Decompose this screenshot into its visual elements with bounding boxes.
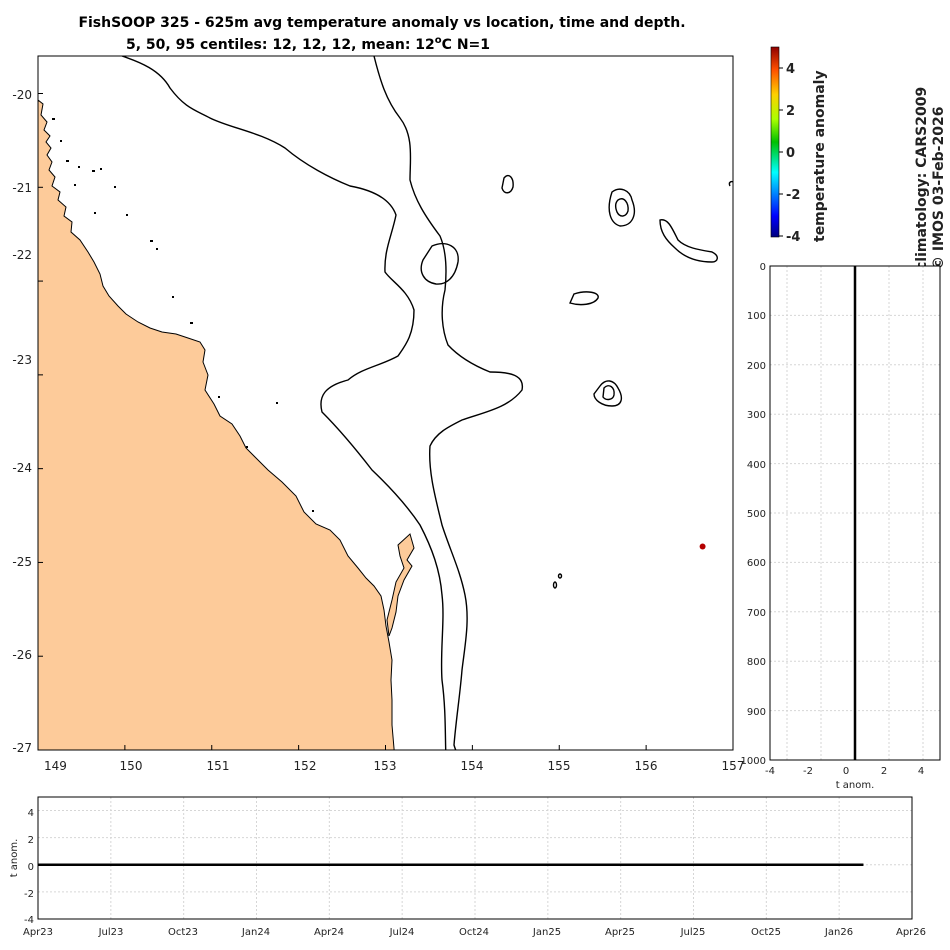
lat-tick: -20 [12, 88, 32, 102]
depth-tick: 600 [747, 558, 766, 569]
ts-x-tick: Jan25 [532, 927, 561, 938]
colorbar: 4 2 0 -2 -4 temperature anomaly [770, 46, 828, 245]
ts-y-tick: 4 [28, 808, 34, 819]
depth-tick: 100 [747, 311, 766, 322]
depth-tick-labels: 0 100 200 300 400 500 600 700 800 900 10… [741, 262, 766, 767]
bathymetry-contours [121, 56, 733, 750]
colorbar-tick: 4 [786, 62, 795, 77]
observation-marker [699, 543, 706, 550]
seamount-4-inner [614, 198, 629, 217]
ts-x-tick: Apr23 [23, 927, 53, 938]
ts-x-tick: Apr26 [896, 927, 926, 938]
depth-tick: 1000 [741, 756, 766, 767]
depth-xlabel: t anom. [836, 780, 875, 791]
seamount-8 [557, 573, 563, 579]
tanom-tick: -4 [765, 766, 775, 777]
colorbar-gradient [770, 46, 780, 238]
ts-x-tick: Apr25 [605, 927, 635, 938]
credit-climatology: climatology: CARS2009 [914, 87, 930, 270]
colorbar-tick: -2 [786, 188, 800, 203]
contour-outer [373, 56, 524, 750]
ts-x-tick: Jul25 [680, 927, 706, 938]
depth-tick: 500 [747, 509, 766, 520]
ts-x-tick: Jan24 [241, 927, 270, 938]
seamount-7 [728, 180, 733, 187]
depth-tick: 0 [760, 262, 766, 273]
seamount-6 [593, 380, 623, 407]
depth-tick: 700 [747, 608, 766, 619]
tanom-tick: -2 [803, 766, 813, 777]
colorbar-label: temperature anomaly [812, 70, 828, 242]
lat-tick: -26 [12, 648, 32, 662]
ts-x-tick: Oct23 [168, 927, 198, 938]
coastal-islands [52, 118, 314, 512]
depth-tick: 800 [747, 657, 766, 668]
seamount-1 [420, 243, 459, 285]
lon-tick-labels: 149 150 151 152 153 154 155 156 157 [44, 759, 744, 773]
seamount-4 [608, 188, 636, 227]
ts-x-tick-labels: Apr23 Jul23 Oct23 Jan24 Apr24 Jul24 Oct2… [23, 927, 926, 938]
seamount-5 [659, 219, 718, 263]
lon-tick: 154 [461, 759, 484, 773]
lon-tick: 153 [374, 759, 397, 773]
ts-x-tick: Jan26 [824, 927, 853, 938]
map-panel: 149 150 151 152 153 154 155 156 157 -20 … [12, 55, 744, 773]
ts-x-tick: Jul24 [389, 927, 415, 938]
time-series-panel: 4 2 0 -2 -4 Apr23 Jul23 Oct23 Jan24 Apr2… [9, 796, 926, 938]
lon-tick: 155 [548, 759, 571, 773]
ts-x-tick: Apr24 [314, 927, 344, 938]
depth-tick: 400 [747, 460, 766, 471]
ts-y-tick: -4 [24, 915, 34, 926]
seamount-9 [552, 581, 558, 589]
lon-tick: 150 [120, 759, 143, 773]
lon-tick: 156 [635, 759, 658, 773]
ts-y-tick-labels: 4 2 0 -2 -4 [24, 808, 34, 926]
lon-tick: 151 [207, 759, 230, 773]
colorbar-tick: 2 [786, 104, 795, 119]
title-line-2: 5, 50, 95 centiles: 12, 12, 12, mean: 12… [126, 35, 490, 53]
seamount-6-inner [602, 385, 615, 401]
title-line-1: FishSOOP 325 - 625m avg temperature anom… [78, 15, 685, 31]
australia-land [38, 99, 395, 750]
ts-y-tick: 0 [28, 862, 34, 873]
depth-profile-panel: 0 100 200 300 400 500 600 700 800 900 10… [741, 262, 941, 791]
lon-tick: 157 [722, 759, 745, 773]
colorbar-tick: 0 [786, 146, 795, 161]
lat-tick: -24 [12, 461, 32, 475]
ts-x-tick: Oct24 [459, 927, 489, 938]
map-axis-ticks [37, 93, 734, 751]
tanom-tick: 4 [918, 766, 924, 777]
ts-ylabel: t anom. [9, 839, 20, 878]
ts-y-tick: 2 [28, 835, 34, 846]
tanom-tick: 2 [881, 766, 887, 777]
lat-tick: -27 [12, 741, 32, 755]
ts-y-tick: -2 [24, 889, 34, 900]
colorbar-tick: -4 [786, 230, 800, 245]
depth-tick: 900 [747, 707, 766, 718]
lon-tick: 152 [294, 759, 317, 773]
lat-tick: -21 [12, 181, 32, 195]
ts-x-tick: Oct25 [751, 927, 781, 938]
fraser-island [386, 533, 415, 637]
ts-x-tick: Jul23 [98, 927, 124, 938]
lat-tick-labels: -20 -21 -22 -23 -24 -25 -26 -27 [12, 88, 32, 755]
tanom-tick: 0 [843, 766, 849, 777]
depth-tick: 300 [747, 410, 766, 421]
lat-tick: -23 [12, 353, 32, 367]
seamount-3 [569, 291, 599, 306]
depth-tick: 200 [747, 361, 766, 372]
credit-imos: © IMOS 03-Feb-2026 [931, 107, 947, 270]
seamount-2 [501, 174, 514, 194]
lon-tick: 149 [44, 759, 67, 773]
depth-x-tick-labels: -4 -2 0 2 4 [765, 766, 924, 777]
lat-tick: -22 [12, 248, 32, 262]
contour-inner [121, 56, 447, 750]
lat-tick: -25 [12, 555, 32, 569]
